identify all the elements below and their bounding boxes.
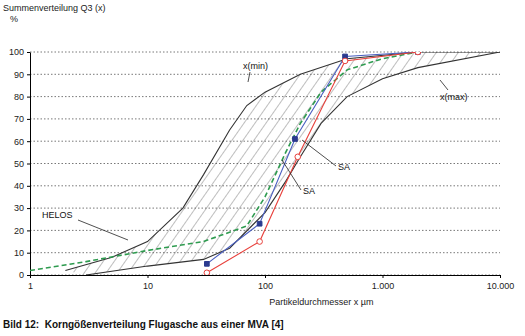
series-marker bbox=[205, 262, 210, 267]
x-tick-label: 1.000 bbox=[372, 281, 395, 291]
x-tick-label: 10 bbox=[143, 281, 153, 291]
y-tick-label: 20 bbox=[14, 226, 24, 236]
series-line bbox=[86, 52, 500, 275]
leader-line bbox=[78, 220, 128, 240]
y-tick-mark bbox=[27, 74, 30, 75]
series-marker bbox=[416, 52, 421, 54]
x-tick: 1 bbox=[28, 275, 33, 291]
x-tick-mark bbox=[500, 275, 501, 278]
grid-line bbox=[30, 74, 500, 75]
series-line bbox=[30, 52, 418, 271]
y-tick-label: 80 bbox=[14, 92, 24, 102]
y-tick-label: 0 bbox=[19, 270, 24, 280]
chart: 01020304050607080901001101001.00010.000x… bbox=[0, 0, 525, 336]
grid bbox=[30, 52, 500, 275]
x-tick-label: 1 bbox=[28, 281, 33, 291]
series-marker bbox=[293, 137, 298, 142]
leader-line bbox=[282, 160, 301, 190]
y-tick-mark bbox=[27, 275, 30, 276]
series-label: SA bbox=[303, 186, 315, 196]
y-tick-label: 70 bbox=[14, 114, 24, 124]
y-tick-label: 10 bbox=[14, 248, 24, 258]
y-tick-label: 60 bbox=[14, 137, 24, 147]
y-axis-title: % bbox=[10, 14, 18, 24]
plot-area bbox=[30, 52, 500, 275]
leader-line bbox=[302, 140, 336, 166]
grid-line bbox=[30, 252, 500, 253]
y-tick-mark bbox=[27, 186, 30, 187]
y-tick: 70 bbox=[14, 114, 30, 124]
y-tick: 50 bbox=[14, 159, 30, 169]
x-tick-mark bbox=[383, 275, 384, 278]
y-tick-mark bbox=[27, 230, 30, 231]
caption: Bild 12: Korngößenverteilung Flugasche a… bbox=[3, 319, 284, 330]
series-line bbox=[65, 52, 500, 271]
series-marker bbox=[342, 58, 348, 64]
series-marker bbox=[295, 154, 301, 160]
x-tick: 10.000 bbox=[487, 275, 515, 291]
y-tick-label: 30 bbox=[14, 203, 24, 213]
x-axis: 1 10 100 1.000 10.000 bbox=[28, 275, 514, 291]
y-tick-mark bbox=[27, 141, 30, 142]
series-marker bbox=[204, 270, 210, 275]
x-axis-title: Partikeldurchmesser x µm bbox=[269, 297, 373, 307]
y-tick: 30 bbox=[14, 203, 30, 213]
y-tick-mark bbox=[27, 253, 30, 254]
x-tick-mark bbox=[30, 275, 31, 278]
y-axis-title: Summenverteilung Q3 (x) bbox=[3, 3, 106, 13]
y-tick-mark bbox=[27, 119, 30, 120]
y-tick-mark bbox=[27, 208, 30, 209]
series-marker bbox=[415, 52, 421, 55]
series-marker bbox=[257, 221, 262, 226]
series-label: HELOS bbox=[42, 210, 73, 220]
y-tick-mark bbox=[27, 52, 30, 53]
series-label: x(max) bbox=[440, 92, 468, 102]
y-tick-label: 90 bbox=[14, 70, 24, 80]
x-tick-mark bbox=[265, 275, 266, 278]
series-labels: x(min) x(max) HELOS SA SA bbox=[42, 61, 468, 240]
y-tick-label: 50 bbox=[14, 159, 24, 169]
y-tick-label: 100 bbox=[9, 47, 24, 57]
x-tick: 10 bbox=[143, 275, 153, 291]
y-axis-line bbox=[30, 53, 31, 276]
x-tick: 1.000 bbox=[372, 275, 395, 291]
y-tick-mark bbox=[27, 164, 30, 165]
series-label: x(min) bbox=[243, 61, 268, 71]
y-tick: 90 bbox=[14, 70, 30, 80]
y-tick: 80 bbox=[14, 92, 30, 102]
y-tick: 60 bbox=[14, 137, 30, 147]
series-line bbox=[207, 52, 418, 273]
y-tick: 20 bbox=[14, 226, 30, 236]
series-label: SA bbox=[338, 162, 350, 172]
y-tick: 40 bbox=[14, 181, 30, 191]
y-axis: 0 10 20 30 40 50 60 70 80 90 100 bbox=[9, 47, 31, 280]
range-band bbox=[65, 52, 500, 275]
y-tick: 0 bbox=[19, 270, 30, 280]
y-tick: 10 bbox=[14, 248, 30, 258]
x-tick-label: 100 bbox=[258, 281, 273, 291]
x-tick: 100 bbox=[258, 275, 273, 291]
x-tick-label: 10.000 bbox=[487, 281, 515, 291]
series-marker bbox=[257, 239, 263, 245]
x-tick-mark bbox=[148, 275, 149, 278]
y-tick-label: 40 bbox=[14, 181, 24, 191]
y-tick-mark bbox=[27, 97, 30, 98]
y-tick: 100 bbox=[9, 47, 30, 57]
leader-line bbox=[440, 80, 448, 90]
leader-line bbox=[248, 72, 250, 82]
series-line bbox=[207, 52, 418, 264]
